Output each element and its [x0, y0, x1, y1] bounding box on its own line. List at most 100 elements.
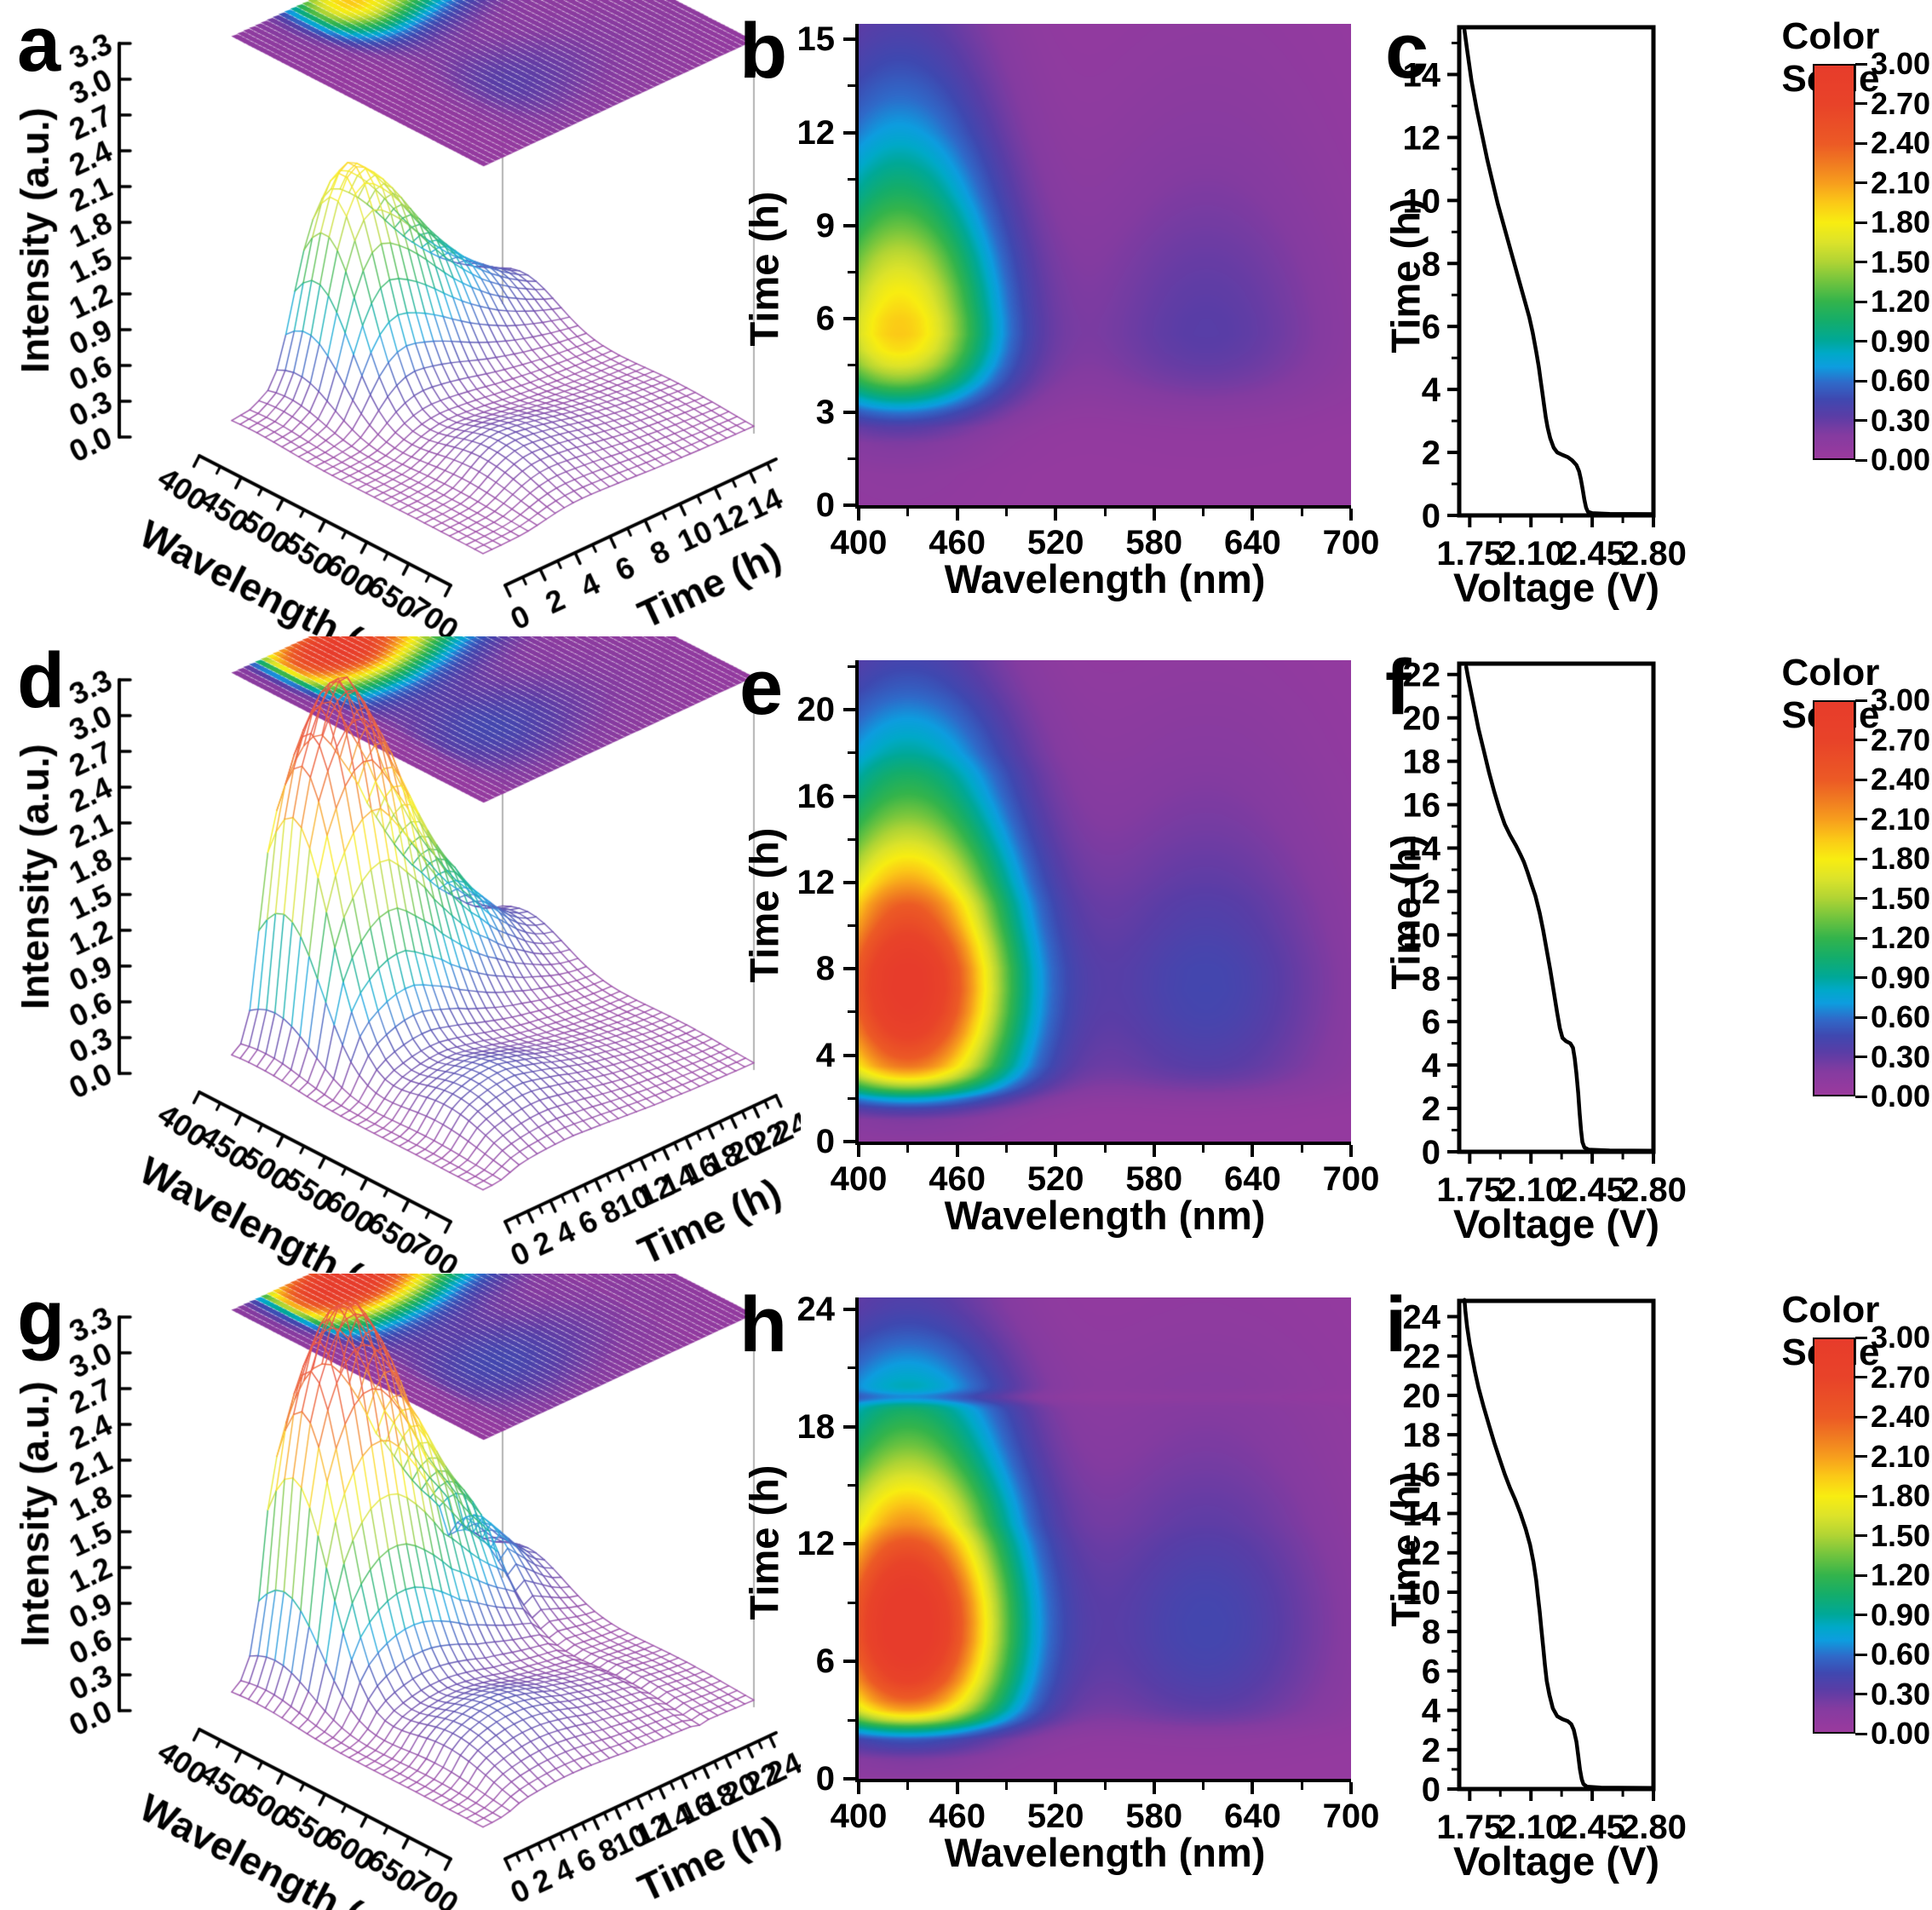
x-tick-label: 460 [929, 524, 986, 561]
colorbar-tick [1855, 936, 1867, 940]
colorbar-tick-label: 3.00 [1871, 1320, 1931, 1355]
x-tick-label: 460 [929, 1160, 986, 1198]
y-minor-tick [848, 1601, 855, 1604]
panel-c-line: 0 2 4 6 8 10 12 14 1.75 2.10 2.45 2.80 c Time (h) V… [1363, 0, 1738, 636]
colorbar-tick [1855, 1732, 1867, 1735]
panel-letter-e: e [739, 644, 784, 731]
y-major-tick [843, 1307, 855, 1311]
y-axis-title-b: Time (h) [741, 191, 787, 347]
colorbar-gradient-3 [1813, 1338, 1855, 1734]
x-minor-tick [1300, 1782, 1303, 1790]
y-tick-label: 8 [815, 950, 835, 988]
x-tick-label: 2.80 [1620, 535, 1687, 572]
y-tick-label: 12 [796, 863, 836, 901]
x-minor-tick [906, 509, 910, 516]
y-minor-tick [848, 457, 855, 460]
y-major-tick [843, 880, 855, 884]
x-tick-label: 2.45 [1559, 1171, 1625, 1209]
y-major-tick [843, 1140, 855, 1143]
colorbar-tick-label: 0.60 [1871, 363, 1931, 398]
x-minor-tick [1103, 509, 1107, 516]
y-tick-label: 14 [1403, 1496, 1441, 1533]
x-major-tick [1349, 1782, 1353, 1794]
colorbar-tick-label: 0.30 [1871, 402, 1931, 438]
x-major-tick [955, 509, 959, 521]
colorbar-tick-label: 2.70 [1871, 1359, 1931, 1395]
colorbar-tick [1855, 778, 1867, 781]
x-tick-label: 700 [1322, 1798, 1380, 1835]
voltage-curve [1463, 664, 1656, 1153]
colorbar-tick [1855, 897, 1867, 900]
x-tick-label: 640 [1224, 1798, 1281, 1835]
x-major-tick [955, 1782, 959, 1794]
x-major-tick [1251, 1782, 1255, 1794]
x-tick-label: 520 [1026, 1160, 1084, 1198]
colorbar-tick [1855, 181, 1867, 184]
y-tick-label: 24 [1403, 1298, 1441, 1336]
y-tick-label: 0 [815, 1123, 835, 1160]
y-major-tick [843, 1777, 855, 1781]
x-minor-tick [1300, 509, 1303, 516]
x-tick-label: 2.80 [1620, 1809, 1687, 1846]
colorbar-tick-label: 0.00 [1871, 1716, 1931, 1751]
surface3d-canvas-g [0, 1274, 801, 1910]
colorbar-panel-3: Color Scale 3.002.702.402.101.801.501.20… [1729, 1274, 1932, 1910]
colorbar-tick [1855, 340, 1867, 342]
y-tick-label: 3 [815, 393, 835, 431]
y-tick-label: 16 [1403, 787, 1441, 825]
y-major-tick [843, 503, 855, 507]
colorbar-tick [1855, 976, 1867, 979]
colorbar-tick [1855, 1494, 1867, 1498]
y-tick-label: 12 [796, 113, 836, 152]
line-chart-c: 0 2 4 6 8 10 12 14 1.752.102.452.80 [1403, 25, 1687, 572]
y-tick-label: 0 [815, 1760, 835, 1798]
y-minor-tick [848, 364, 855, 367]
x-major-tick [1349, 1145, 1353, 1157]
x-minor-tick [1202, 1782, 1205, 1790]
y-tick-label: 10 [1403, 917, 1441, 954]
y-tick-label: 16 [796, 777, 836, 815]
x-minor-tick [1004, 1782, 1008, 1790]
colorbar-tick [1855, 1095, 1867, 1098]
panel-f-line: 0 2 4 6 8 10 12 14 16 18 20 22 1.75 2.10 2.45 2.80 f Ti… [1363, 636, 1738, 1273]
y-tick-label: 10 [1403, 1574, 1441, 1612]
colorbar-tick-label: 0.90 [1871, 959, 1931, 995]
y-major-tick [843, 1424, 855, 1429]
x-minor-tick [1300, 1145, 1303, 1153]
x-major-tick [1251, 509, 1255, 521]
colorbar-tick-label: 0.60 [1871, 1637, 1931, 1671]
y-tick-label: 6 [815, 1642, 835, 1681]
x-axis-title-h: Wavelength (nm) [944, 1830, 1266, 1875]
colorbar-tick [1855, 221, 1867, 224]
colorbar-tick-label: 0.00 [1871, 442, 1931, 477]
y-tick-label: 2 [1422, 434, 1440, 472]
y-minor-tick [848, 924, 855, 928]
x-tick-label: 2.45 [1559, 1809, 1625, 1846]
colorbar-tick [1855, 141, 1867, 145]
y-major-tick [843, 410, 855, 414]
y-tick-label: 14 [1403, 830, 1441, 867]
y-axis-line [855, 1297, 859, 1782]
y-minor-tick [848, 1483, 855, 1487]
voltage-curve [1462, 1297, 1656, 1791]
x-tick-label: 1.75 [1436, 1171, 1503, 1209]
colorbar-tick-label: 0.90 [1871, 323, 1931, 359]
y-tick-label: 15 [796, 20, 836, 59]
x-axis-title-c: Voltage (V) [1453, 565, 1659, 610]
y-tick-label: 6 [1422, 1653, 1440, 1690]
y-axis-line [855, 660, 859, 1145]
y-minor-tick [848, 1718, 855, 1722]
x-minor-tick [1202, 1145, 1205, 1153]
x-major-tick [1054, 1145, 1058, 1157]
x-tick-label: 400 [830, 1798, 888, 1835]
colorbar-tick [1855, 1534, 1867, 1537]
colorbar-tick [1855, 300, 1867, 303]
plot-border [1457, 661, 1656, 1154]
y-minor-tick [848, 1096, 855, 1100]
colorbar-tick-label: 3.00 [1871, 46, 1931, 81]
y-minor-tick [848, 271, 855, 274]
x-tick-label: 580 [1125, 524, 1183, 561]
y-tick-label: 6 [815, 300, 835, 338]
